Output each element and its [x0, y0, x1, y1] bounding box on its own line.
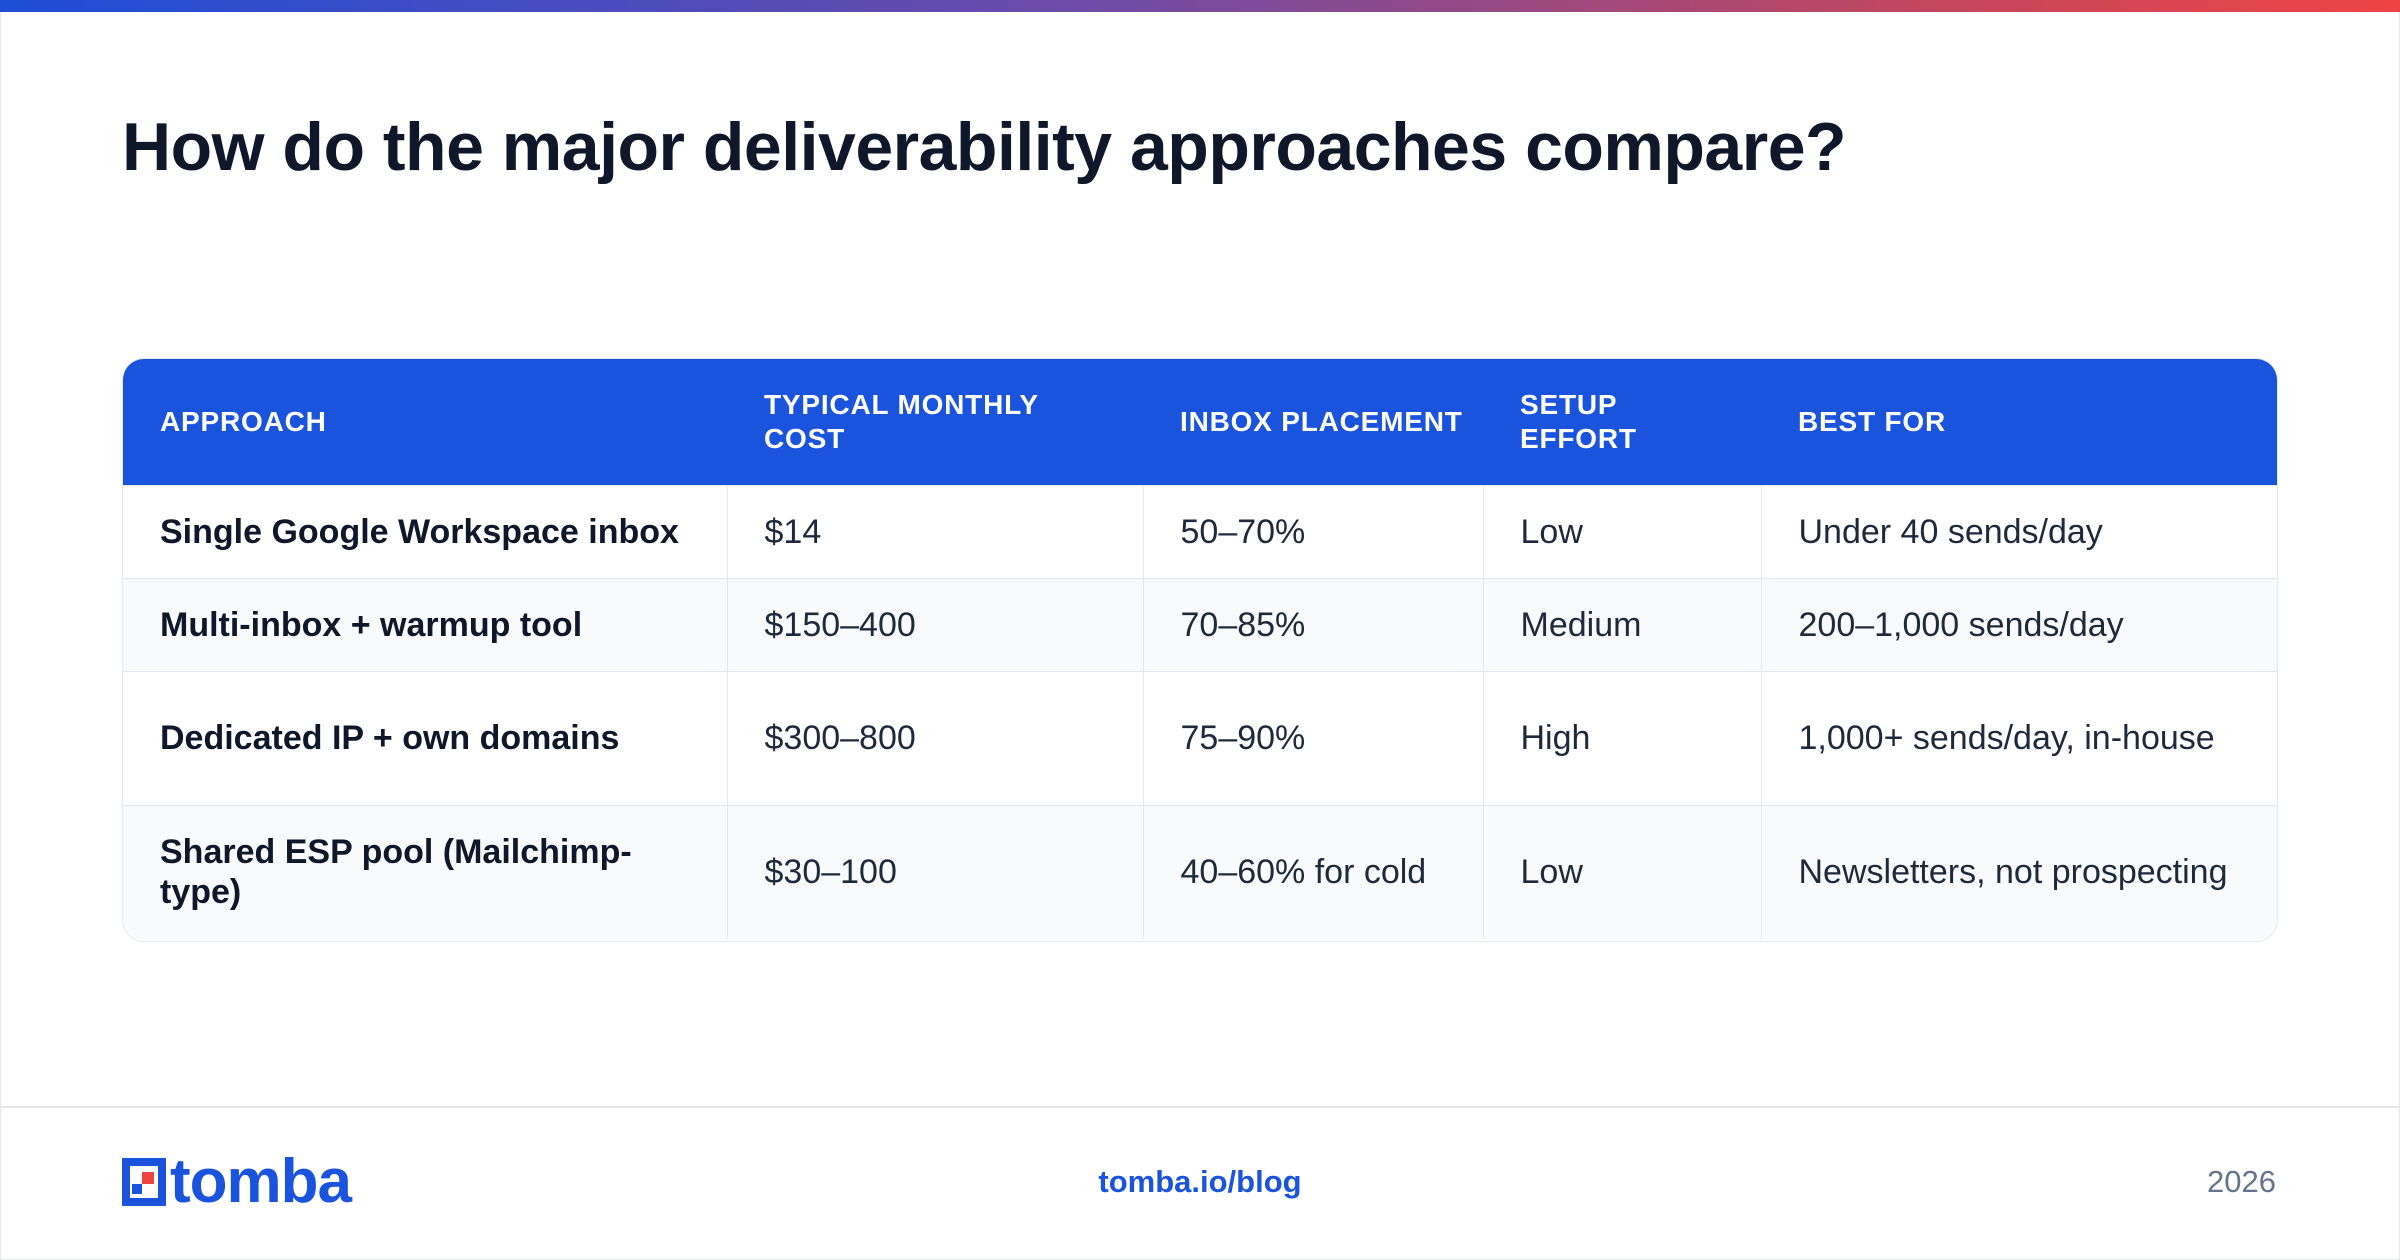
cell-best-for: Under 40 sends/day: [1760, 484, 2277, 578]
blog-link[interactable]: tomba.io/blog: [1098, 1164, 1302, 1199]
table-row: Dedicated IP + own domains $300–800 75–9…: [123, 670, 2277, 805]
header-monthly-cost: TYPICAL MONTHLY COST: [764, 388, 1039, 454]
table-row: Shared ESP pool (Mailchimp-type) $30–100…: [123, 804, 2277, 939]
cell-placement: 75–90%: [1142, 670, 1483, 805]
logo-wordmark: tomba: [170, 1147, 352, 1216]
top-gradient-bar: [0, 0, 2400, 12]
page-title: How do the major deliverability approach…: [122, 109, 1847, 185]
footer-divider: [0, 1106, 2400, 1108]
cell-effort: Low: [1482, 484, 1761, 578]
cell-approach: Dedicated IP + own domains: [123, 670, 727, 805]
comparison-table: APPROACH TYPICAL MONTHLY COST INBOX PLAC…: [122, 358, 2278, 942]
cell-best-for: Newsletters, not prospecting: [1760, 804, 2277, 939]
cell-cost: $14: [726, 484, 1143, 578]
cell-effort: Low: [1482, 804, 1761, 939]
tomba-logo-icon: [122, 1158, 166, 1206]
header-inbox-placement: INBOX PLACEMENT: [1180, 405, 1463, 437]
header-approach: APPROACH: [160, 405, 327, 437]
cell-cost: $300–800: [726, 670, 1143, 805]
cell-cost: $150–400: [726, 577, 1143, 671]
cell-approach: Single Google Workspace inbox: [123, 484, 727, 578]
header-setup-effort: SETUP EFFORT: [1520, 388, 1637, 454]
table-row: Single Google Workspace inbox $14 50–70%…: [123, 484, 2277, 578]
cell-cost: $30–100: [726, 804, 1143, 939]
cell-best-for: 1,000+ sends/day, in-house: [1760, 670, 2277, 805]
table-header-row: APPROACH TYPICAL MONTHLY COST INBOX PLAC…: [123, 359, 2277, 485]
table-row: Multi-inbox + warmup tool $150–400 70–85…: [123, 577, 2277, 671]
cell-placement: 50–70%: [1142, 484, 1483, 578]
cell-effort: High: [1482, 670, 1761, 805]
cell-placement: 70–85%: [1142, 577, 1483, 671]
cell-approach: Multi-inbox + warmup tool: [123, 577, 727, 671]
tomba-logo[interactable]: tomba: [122, 1147, 352, 1216]
header-best-for: BEST FOR: [1798, 405, 1946, 437]
footer-year: 2026: [2207, 1164, 2276, 1199]
cell-best-for: 200–1,000 sends/day: [1760, 577, 2277, 671]
cell-effort: Medium: [1482, 577, 1761, 671]
cell-placement: 40–60% for cold: [1142, 804, 1483, 939]
cell-approach: Shared ESP pool (Mailchimp-type): [123, 804, 727, 939]
